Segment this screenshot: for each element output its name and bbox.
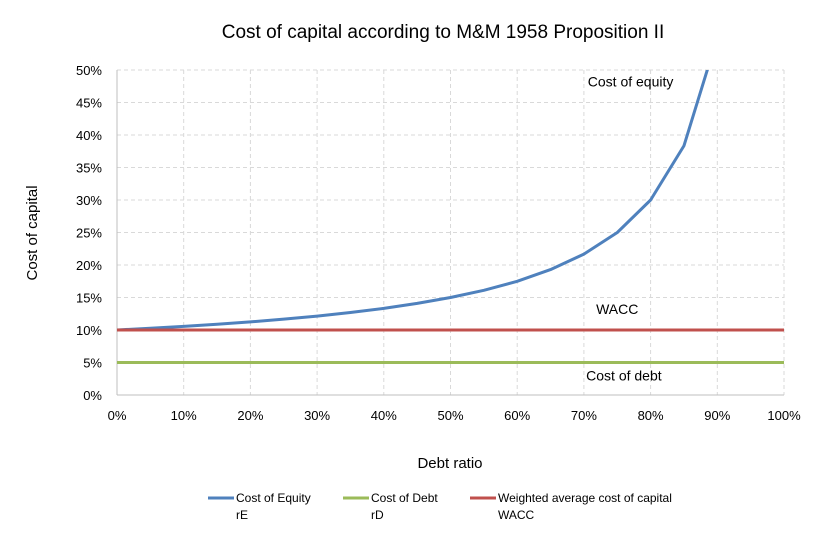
legend-label: rE: [236, 508, 248, 522]
annotations: Cost of equity WACC Cost of debt: [586, 73, 673, 383]
y-tick-label: 30%: [76, 193, 102, 208]
legend-item-wacc: Weighted average cost of capital WACC: [470, 491, 672, 522]
x-tick-label: 90%: [704, 408, 730, 423]
y-tick-label: 10%: [76, 323, 102, 338]
chart-title: Cost of capital according to M&M 1958 Pr…: [222, 22, 665, 43]
x-tick-label: 0%: [108, 408, 127, 423]
legend-label: Weighted average cost of capital: [498, 491, 672, 505]
y-tick-label: 35%: [76, 161, 102, 176]
wacc-annotation: WACC: [596, 301, 638, 317]
grid-lines: [117, 69, 785, 395]
y-tick-label: 25%: [76, 226, 102, 241]
legend-label: rD: [371, 508, 384, 522]
legend-label: Cost of Equity: [236, 491, 311, 505]
tick-labels: 0% 5% 10% 15% 20% 25% 30% 35% 40% 45% 50% 0% 10% 20% 3…: [76, 63, 801, 423]
y-tick-label: 5%: [83, 356, 102, 371]
series-lines: [117, 70, 784, 364]
cost-of-equity-line: [117, 70, 709, 332]
cost-of-debt-annotation: Cost of debt: [586, 368, 662, 384]
x-tick-label: 50%: [437, 408, 463, 423]
legend-label: WACC: [498, 508, 535, 522]
y-tick-label: 45%: [76, 96, 102, 111]
axes: [116, 70, 784, 396]
y-tick-label: 50%: [76, 63, 102, 78]
x-tick-label: 10%: [171, 408, 197, 423]
y-tick-label: 15%: [76, 291, 102, 306]
x-axis-title: Debt ratio: [417, 455, 482, 472]
x-tick-label: 30%: [304, 408, 330, 423]
x-tick-label: 80%: [638, 408, 664, 423]
y-tick-label: 40%: [76, 128, 102, 143]
legend-item-cost-of-equity: Cost of Equity rE: [208, 491, 311, 522]
legend-label: Cost of Debt: [371, 491, 438, 505]
x-tick-label: 100%: [767, 408, 801, 423]
cost-of-equity-annotation: Cost of equity: [588, 73, 674, 89]
x-tick-label: 20%: [237, 408, 263, 423]
x-tick-label: 70%: [571, 408, 597, 423]
y-tick-label: 20%: [76, 258, 102, 273]
x-tick-label: 40%: [371, 408, 397, 423]
legend-item-cost-of-debt: Cost of Debt rD: [343, 491, 438, 522]
legend: Cost of Equity rE Cost of Debt rD Weighted a…: [208, 491, 672, 522]
y-tick-label: 0%: [83, 388, 102, 403]
x-tick-label: 60%: [504, 408, 530, 423]
y-axis-title: Cost of capital: [24, 185, 41, 280]
